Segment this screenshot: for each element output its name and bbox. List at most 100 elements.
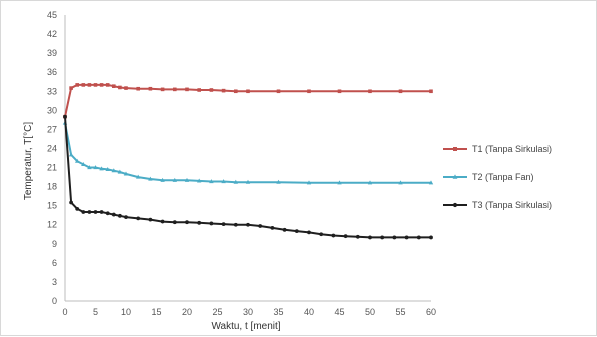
data-point (172, 177, 177, 182)
y-tick-label: 15 (47, 201, 57, 211)
data-point (197, 88, 201, 92)
series-2 (62, 120, 434, 185)
data-point (69, 86, 73, 90)
data-point (99, 83, 104, 87)
y-tick-label: 27 (47, 124, 57, 134)
data-point (209, 221, 214, 226)
data-point (380, 235, 385, 240)
data-point (185, 220, 189, 225)
legend: T1 (Tanpa Sirkulasi) T2 (Tanpa Fan) T3 (Ta… (443, 144, 552, 210)
series-layer (62, 83, 434, 240)
x-tick-label: 60 (426, 307, 436, 317)
x-tick-label: 0 (62, 307, 67, 317)
data-point (87, 165, 92, 170)
y-tick-label: 24 (47, 143, 57, 153)
legend-marker (452, 174, 458, 179)
data-point (367, 180, 373, 185)
data-point (117, 169, 123, 174)
x-tick-label: 20 (182, 307, 192, 317)
x-tick-label: 10 (121, 307, 131, 317)
x-tick-label: 40 (304, 307, 314, 317)
y-tick-label: 21 (47, 163, 57, 173)
data-point (118, 85, 122, 90)
data-point (105, 83, 110, 87)
x-tick-label: 35 (273, 307, 283, 317)
legend-marker (453, 147, 457, 151)
data-point (81, 210, 86, 214)
data-point (276, 89, 281, 94)
x-tick-label: 45 (334, 307, 344, 317)
data-point (355, 234, 360, 239)
data-point (209, 88, 214, 92)
data-point (184, 177, 190, 182)
data-point (221, 222, 226, 226)
y-tick-label: 33 (47, 86, 57, 96)
data-point (148, 176, 153, 181)
data-point (221, 179, 226, 184)
y-tick-label: 42 (47, 29, 57, 39)
data-point (343, 234, 348, 239)
data-point (307, 230, 311, 235)
x-tick-label: 5 (93, 307, 98, 317)
legend-label: T1 (Tanpa Sirkulasi) (472, 144, 552, 154)
data-point (429, 235, 433, 240)
x-axis-ticks: 0 5 10 15 20 25 30 35 40 45 50 55 60 (62, 307, 436, 317)
data-point (428, 180, 434, 185)
data-point (398, 180, 403, 185)
data-point (173, 87, 177, 92)
data-point (75, 206, 80, 211)
data-point (69, 200, 73, 205)
legend-item: T1 (Tanpa Sirkulasi) (443, 144, 552, 154)
data-point (87, 83, 92, 87)
series-line (64, 122, 431, 184)
data-point (246, 89, 250, 94)
data-point (416, 235, 421, 240)
data-point (112, 84, 116, 88)
data-point (221, 88, 226, 93)
legend-item: T3 (Tanpa Sirkulasi) (443, 200, 552, 210)
legend-marker (452, 202, 458, 208)
data-point (306, 180, 312, 185)
data-point (398, 89, 403, 94)
series-line (64, 116, 431, 239)
y-tick-label: 36 (47, 67, 57, 77)
y-tick-label: 45 (47, 10, 57, 20)
data-point (68, 152, 74, 157)
data-point (368, 89, 372, 94)
data-point (245, 179, 251, 184)
y-tick-label: 6 (52, 258, 57, 268)
data-point (233, 222, 238, 227)
data-point (337, 180, 342, 185)
data-point (81, 83, 86, 87)
data-point (160, 87, 165, 92)
y-tick-label: 30 (47, 105, 57, 115)
data-point (81, 161, 86, 166)
data-point (136, 86, 140, 91)
series-3 (63, 114, 433, 240)
data-point (124, 86, 128, 90)
data-point (233, 179, 238, 184)
data-point (99, 166, 104, 171)
data-point (197, 178, 202, 183)
data-point (75, 83, 79, 87)
data-point (148, 86, 153, 91)
data-point (282, 227, 287, 232)
data-point (392, 235, 397, 240)
data-point (197, 220, 202, 225)
data-point (160, 219, 165, 224)
series-1 (63, 83, 433, 119)
y-tick-label: 3 (52, 277, 57, 287)
legend-label: T3 (Tanpa Sirkulasi) (472, 200, 552, 210)
data-point (270, 226, 275, 230)
data-point (136, 174, 141, 179)
data-point (75, 158, 80, 163)
data-point (209, 179, 214, 184)
data-point (368, 235, 372, 240)
x-tick-label: 50 (365, 307, 375, 317)
data-point (87, 210, 92, 214)
y-tick-label: 39 (47, 48, 57, 58)
data-point (258, 224, 263, 228)
data-point (111, 212, 116, 217)
x-tick-label: 15 (151, 307, 161, 317)
data-point (93, 210, 98, 214)
